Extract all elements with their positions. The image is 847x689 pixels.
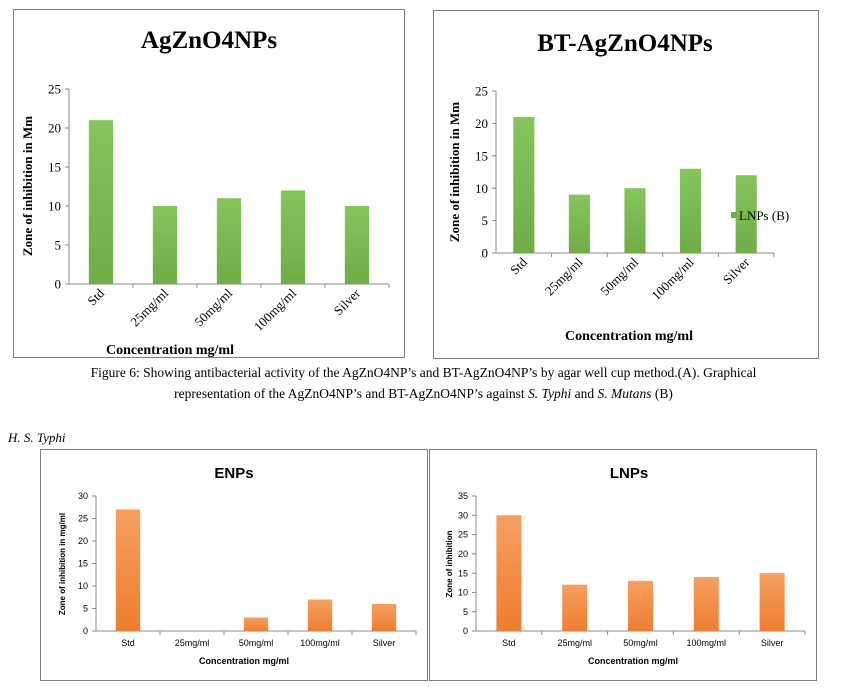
x-tick-label: 25mg/ml: [557, 638, 592, 648]
bar-chart-lnps: LNPs 0 5 10 15 20 25 30 35 Std 25mg/ml 50mg/ml 100mg…: [445, 465, 806, 666]
y-tick-label: 20: [475, 116, 488, 131]
x-tick-label: 100mg/ml: [687, 638, 727, 648]
bar-50mg-ml: [624, 188, 646, 253]
x-tick-label: Silver: [720, 254, 753, 287]
y-tick-label: 10: [48, 199, 61, 214]
bar-100mg-ml: [307, 599, 333, 631]
x-tick-label: Std: [121, 638, 135, 648]
y-tick-label: 25: [458, 530, 468, 540]
chart-title: LNPs: [610, 465, 648, 482]
y-axis-label: Zone of inhibition in mg/ml: [58, 513, 67, 615]
bar-chart-bt-agzno4nps: BT-AgZnO4NPs 0 5 10 15 20 25 Std 25mg/ml 50mg/ml 1…: [447, 30, 789, 344]
x-tick-label: 50mg/ml: [597, 254, 641, 298]
x-tick-label: Std: [84, 285, 107, 308]
x-tick-label: Silver: [373, 638, 396, 648]
caption-line-2-a: representation of the AgZnO4NP’s and BT-…: [174, 386, 528, 401]
y-tick-label: 0: [55, 277, 62, 292]
bar-silver: [759, 573, 785, 631]
caption-line-1: Figure 6: Showing antibacterial activity…: [90, 365, 757, 380]
caption-organism-1: S. Typhi: [527, 386, 572, 401]
y-tick-label: 25: [78, 514, 88, 524]
bar-silver: [735, 175, 757, 253]
y-tick-label: 30: [458, 510, 468, 520]
x-tick-label: Silver: [761, 638, 784, 648]
chart-title: BT-AgZnO4NPs: [537, 30, 713, 57]
bar-25mg-ml: [152, 206, 178, 284]
y-axis-label: Zone of inhibition in Mm: [20, 116, 35, 256]
x-tick-label: 50mg/ml: [623, 638, 658, 648]
bar-50mg-ml: [216, 198, 242, 284]
y-tick-label: 25: [48, 82, 61, 97]
y-tick-label: 5: [463, 607, 468, 617]
y-tick-label: 15: [458, 568, 468, 578]
bar-50mg-ml: [627, 580, 654, 631]
bar-std: [496, 515, 522, 631]
bar-50mg-ml: [243, 617, 269, 631]
y-tick-label: 15: [475, 148, 488, 163]
caption-line-2-e: (B): [651, 386, 673, 401]
caption-line-2: representation of the AgZnO4NP’s and BT-…: [0, 383, 847, 404]
caption-line-2-c: and: [571, 386, 598, 401]
y-tick-label: 10: [458, 588, 468, 598]
bar-25mg-ml: [568, 194, 590, 253]
bar-std: [88, 120, 114, 284]
bar-std: [115, 509, 141, 631]
y-tick-label: 0: [463, 626, 468, 636]
y-tick-label: 10: [475, 181, 488, 196]
chart-panel-enps: ENPs 0 5 10 15 20 25 30 Std 25mg/ml 50mg/ml 100mg/m…: [40, 449, 428, 681]
chart-title: AgZnO4NPs: [141, 27, 277, 54]
y-axis-label: Zone of inhibition in Mm: [447, 102, 462, 242]
x-tick-label: 100mg/ml: [648, 254, 697, 303]
x-axis-label: Concentration mg/ml: [588, 656, 678, 666]
y-axis-label: Zone of inhibition: [445, 530, 454, 597]
x-tick-label: 25mg/ml: [175, 638, 210, 648]
chart-panel-lnps: LNPs 0 5 10 15 20 25 30 35 Std 25mg/ml 50mg/ml 100mg…: [429, 449, 817, 681]
bar-chart-agzno4nps: AgZnO4NPs 0 5 10 15 20 25 Std 25mg/ml 50mg/ml 100m…: [20, 27, 390, 358]
x-tick-label: 50mg/ml: [191, 285, 235, 329]
x-tick-label: Std: [507, 254, 530, 277]
y-tick-label: 0: [482, 246, 489, 261]
y-tick-label: 35: [458, 491, 468, 501]
x-tick-label: 50mg/ml: [239, 638, 274, 648]
y-tick-label: 20: [78, 536, 88, 546]
x-axis-label: Concentration mg/ml: [106, 343, 234, 357]
bar-100mg-ml: [280, 190, 306, 284]
legend-label: LNPs (B): [739, 208, 789, 223]
x-axis-label: Concentration mg/ml: [199, 656, 289, 666]
bar-chart-enps: ENPs 0 5 10 15 20 25 30 Std 25mg/ml 50mg/ml 100mg/m…: [58, 465, 417, 666]
y-tick-label: 5: [83, 604, 88, 614]
y-tick-label: 20: [48, 121, 61, 136]
y-tick-label: 15: [78, 559, 88, 569]
bar-100mg-ml: [680, 168, 702, 253]
legend-swatch: [731, 212, 737, 218]
y-tick-label: 25: [475, 84, 488, 99]
y-tick-label: 0: [83, 626, 88, 636]
bar-100mg-ml: [693, 577, 719, 631]
x-axis-label: Concentration mg/ml: [565, 329, 693, 344]
figure-caption: Figure 6: Showing antibacterial activity…: [0, 362, 847, 404]
y-tick-label: 20: [458, 549, 468, 559]
y-tick-label: 15: [48, 160, 61, 175]
y-tick-label: 30: [78, 491, 88, 501]
chart-panel-agzno4nps: AgZnO4NPs 0 5 10 15 20 25 Std 25mg/ml 50mg/ml 100m…: [13, 9, 405, 358]
x-tick-label: Std: [502, 638, 516, 648]
x-tick-label: 25mg/ml: [127, 285, 171, 329]
section-heading: H. S. Typhi: [8, 430, 66, 445]
y-tick-label: 5: [55, 238, 62, 253]
y-tick-label: 5: [482, 213, 489, 228]
chart-panel-bt-agzno4nps: BT-AgZnO4NPs 0 5 10 15 20 25 Std 25mg/ml 50mg/ml 1…: [433, 10, 819, 359]
bar-silver: [371, 604, 397, 631]
bar-25mg-ml: [562, 584, 588, 631]
chart-title: ENPs: [214, 465, 253, 482]
bar-silver: [344, 206, 370, 284]
x-tick-label: Silver: [331, 285, 364, 318]
bar-std: [513, 116, 535, 253]
caption-organism-2: S. Mutans: [597, 386, 652, 401]
y-tick-label: 10: [78, 581, 88, 591]
x-tick-label: 100mg/ml: [300, 638, 340, 648]
x-tick-label: 100mg/ml: [251, 285, 300, 334]
x-tick-label: 25mg/ml: [542, 254, 586, 298]
